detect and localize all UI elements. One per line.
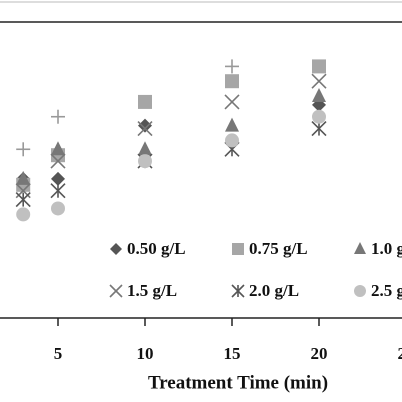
marker [51, 171, 65, 186]
stroke [224, 94, 240, 110]
marker [138, 118, 152, 133]
x-tick-label: 10 [137, 344, 154, 363]
stroke [311, 73, 327, 89]
x-tick-label: 5 [54, 344, 63, 363]
marker [50, 183, 66, 199]
circle [16, 207, 31, 222]
square [232, 243, 244, 255]
stroke [137, 120, 153, 137]
marker [138, 141, 152, 156]
x-axis-title: Treatment Time (min) [148, 372, 328, 393]
square [138, 94, 152, 109]
square [312, 59, 326, 74]
marker [138, 94, 152, 109]
x-tick-label: 25 [398, 344, 402, 363]
triangle [354, 242, 366, 254]
marker [16, 170, 31, 185]
stroke [109, 284, 123, 298]
marker [354, 285, 366, 297]
marker [225, 74, 239, 89]
marker [137, 120, 153, 137]
marker [225, 133, 239, 148]
marker [311, 120, 327, 137]
legend-label: 0.75 g/L [249, 239, 308, 258]
triangle [138, 141, 152, 156]
marker [354, 242, 366, 254]
marker [232, 243, 244, 255]
circle [51, 201, 65, 216]
circle [225, 133, 239, 148]
legend-label: 1.5 g/L [127, 281, 177, 300]
triangle [16, 170, 31, 185]
marker [312, 59, 326, 74]
marker [224, 94, 240, 110]
marker [109, 284, 123, 298]
marker [51, 109, 65, 124]
marker [225, 117, 239, 132]
marker [312, 109, 326, 124]
legend-label: 2.0 g/L [249, 281, 299, 300]
legend-label: 0.50 g/L [127, 239, 186, 258]
circle [312, 109, 326, 124]
circle [138, 154, 152, 169]
diamond [51, 171, 65, 186]
marker [16, 142, 31, 157]
triangle [312, 88, 326, 102]
marker [311, 73, 327, 89]
marker [51, 201, 65, 216]
stroke [50, 153, 66, 169]
x-tick-label: 15 [224, 344, 241, 363]
marker [231, 284, 245, 298]
marker [51, 141, 65, 156]
legend-label: 2.5 g/L [371, 281, 402, 300]
marker [16, 207, 31, 222]
x-tick-label: 20 [311, 344, 328, 363]
marker [15, 192, 31, 208]
legend-label: 1.0 g/L [371, 239, 402, 258]
marker [225, 59, 239, 74]
triangle [51, 141, 65, 156]
diamond [138, 118, 152, 133]
diamond [110, 243, 122, 255]
marker [110, 243, 122, 255]
circle [354, 285, 366, 297]
triangle [225, 117, 239, 132]
marker [138, 154, 152, 169]
square [225, 74, 239, 89]
marker [50, 153, 66, 169]
marker [312, 88, 326, 102]
